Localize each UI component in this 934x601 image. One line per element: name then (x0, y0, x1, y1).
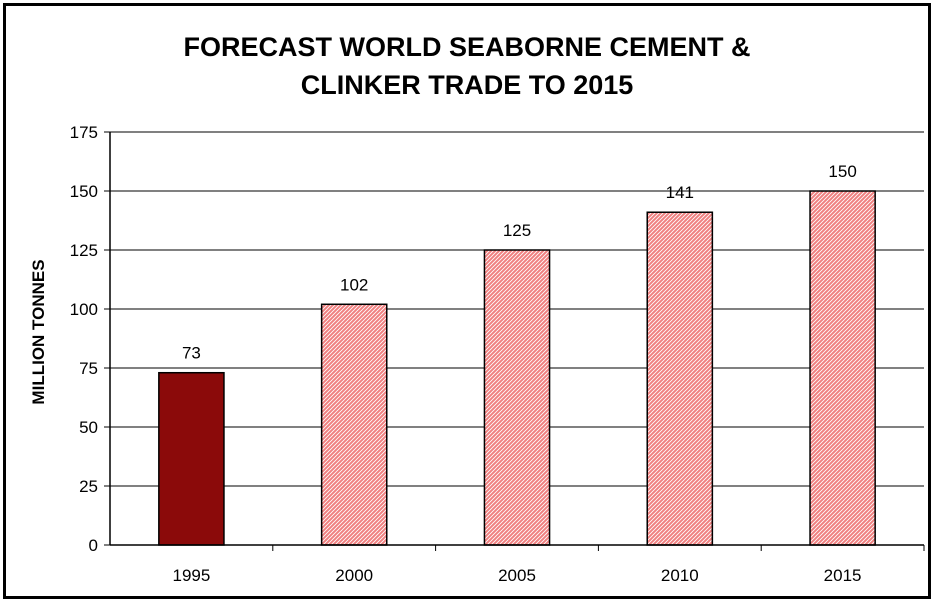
y-tick-label: 0 (89, 536, 98, 555)
y-tick-label: 150 (70, 182, 98, 201)
chart-title-line-1: FORECAST WORLD SEABORNE CEMENT & (183, 32, 751, 62)
y-tick-label: 100 (70, 300, 98, 319)
y-tick-label: 175 (70, 123, 98, 142)
x-tick-label-2010: 2010 (661, 566, 699, 585)
y-tick-label: 50 (79, 418, 98, 437)
bar-2010 (646, 211, 714, 546)
bar-2005 (483, 249, 551, 546)
y-tick-label: 75 (79, 359, 98, 378)
x-tick-label-1995: 1995 (172, 566, 210, 585)
chart-title: FORECAST WORLD SEABORNE CEMENT & CLINKER… (0, 28, 934, 104)
bar-2015 (809, 190, 876, 546)
data-label-2015: 150 (828, 162, 856, 181)
y-tick-label: 125 (70, 241, 98, 260)
x-tick-label-2005: 2005 (498, 566, 536, 585)
data-label-1995: 73 (182, 344, 201, 363)
data-label-2010: 141 (666, 183, 694, 202)
y-tick-label: 25 (79, 477, 98, 496)
data-label-2000: 102 (340, 275, 368, 294)
bar-1995 (158, 371, 225, 546)
chart-title-line-2: CLINKER TRADE TO 2015 (300, 70, 634, 100)
y-axis-label: MILLION TONNES (29, 259, 48, 404)
x-tick-label-2000: 2000 (335, 566, 373, 585)
x-tick-label-2015: 2015 (824, 566, 862, 585)
chart-frame (3, 3, 931, 599)
bar-2000 (320, 303, 388, 546)
data-label-2005: 125 (503, 221, 531, 240)
